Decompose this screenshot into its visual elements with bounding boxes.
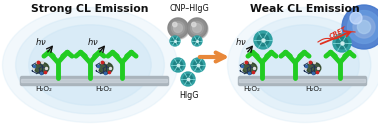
Ellipse shape [307,62,321,74]
Circle shape [192,24,201,32]
Ellipse shape [3,8,178,122]
Ellipse shape [228,8,378,122]
Circle shape [173,22,177,27]
Circle shape [172,38,178,44]
Ellipse shape [15,16,164,114]
Text: $h\nu$: $h\nu$ [87,36,99,46]
Text: H₂O₂: H₂O₂ [96,86,112,92]
Text: CRET: CRET [328,26,348,40]
Circle shape [342,5,378,49]
FancyBboxPatch shape [240,80,366,82]
Circle shape [172,22,184,34]
Circle shape [171,58,185,72]
Text: CNP–HIgG: CNP–HIgG [169,4,209,13]
Circle shape [168,18,188,38]
Circle shape [187,18,207,38]
Circle shape [189,19,206,37]
Circle shape [170,36,180,46]
Text: H₂O₂: H₂O₂ [243,86,260,92]
Circle shape [169,19,186,37]
Circle shape [333,34,351,52]
Circle shape [188,19,208,39]
Text: H₂O₂: H₂O₂ [36,86,53,92]
Circle shape [194,38,200,44]
Ellipse shape [242,62,257,74]
FancyBboxPatch shape [22,80,167,82]
Circle shape [350,12,362,24]
Circle shape [353,16,375,38]
Text: $h\nu$: $h\nu$ [35,36,47,46]
Circle shape [254,31,272,49]
FancyBboxPatch shape [20,76,169,86]
Circle shape [169,19,189,39]
FancyBboxPatch shape [239,76,367,86]
Text: HIgG: HIgG [179,91,199,100]
Ellipse shape [251,25,359,105]
Circle shape [191,22,203,34]
Text: Weak CL Emission: Weak CL Emission [250,4,360,14]
Circle shape [257,34,269,46]
Text: $h\nu$: $h\nu$ [235,36,247,46]
Circle shape [183,74,192,84]
Circle shape [347,10,378,44]
Ellipse shape [34,62,49,74]
Circle shape [181,72,195,86]
Circle shape [192,22,196,27]
Text: H₂O₂: H₂O₂ [305,86,322,92]
Ellipse shape [98,62,113,74]
Circle shape [358,20,370,34]
Ellipse shape [239,16,371,114]
Circle shape [191,58,205,72]
Circle shape [194,60,203,70]
Circle shape [192,36,202,46]
Ellipse shape [29,25,151,105]
Circle shape [174,24,183,32]
Text: Strong CL Emission: Strong CL Emission [31,4,149,14]
Circle shape [174,60,183,70]
Circle shape [336,37,348,49]
